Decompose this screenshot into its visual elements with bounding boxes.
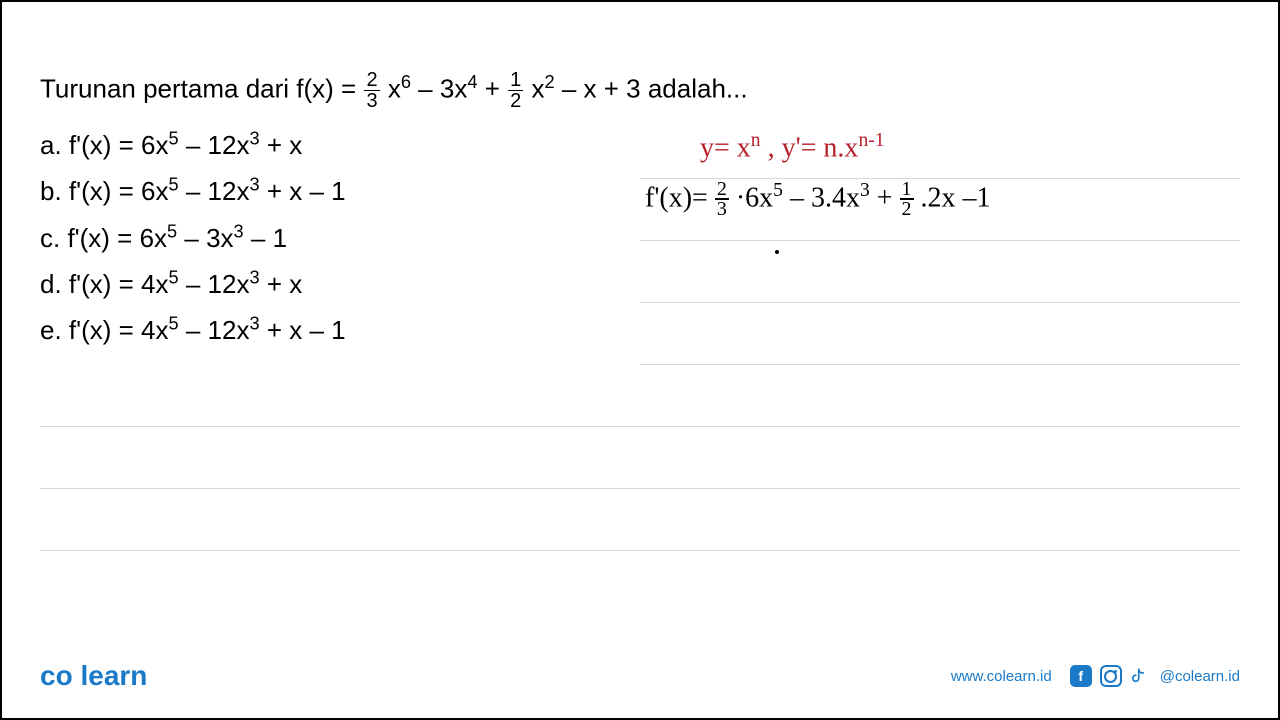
tiktok-icon xyxy=(1130,665,1152,687)
guide-line xyxy=(40,488,1240,489)
brand-logo: co learn xyxy=(40,660,147,692)
option-b: b. f'(x) = 6x5 – 12x3 + x – 1 xyxy=(40,169,1240,213)
hw-frac-1: 2 3 xyxy=(715,180,729,220)
guide-line xyxy=(40,426,1240,427)
instagram-icon xyxy=(1100,665,1122,687)
footer: co learn www.colearn.id f @colearn.id xyxy=(40,660,1240,692)
guide-line xyxy=(640,178,1240,179)
option-a: a. f'(x) = 6x5 – 12x3 + x xyxy=(40,123,1240,167)
option-c: c. f'(x) = 6x5 – 3x3 – 1 xyxy=(40,216,1240,260)
hw-frac-2: 1 2 xyxy=(900,180,914,220)
handwritten-working: f'(x)= 2 3 ·6x5 – 3.4x3 + 1 2 .2x –1 xyxy=(645,180,991,220)
q-frac-2: 1 2 xyxy=(508,70,523,111)
q-frac-1: 2 3 xyxy=(364,70,379,111)
guide-line xyxy=(40,550,1240,551)
handwritten-rule: y= xn , y'= n.xn-1 xyxy=(700,130,885,164)
ink-dot xyxy=(775,250,779,254)
facebook-icon: f xyxy=(1070,665,1092,687)
q-prefix: Turunan pertama dari f(x) = xyxy=(40,74,363,104)
footer-url: www.colearn.id xyxy=(951,668,1052,685)
social-icons: f @colearn.id xyxy=(1070,665,1240,687)
content-area: Turunan pertama dari f(x) = 2 3 x6 – 3x4… xyxy=(40,70,1240,354)
answer-options: a. f'(x) = 6x5 – 12x3 + x b. f'(x) = 6x5… xyxy=(40,123,1240,352)
guide-line xyxy=(640,302,1240,303)
q-suffix: – x + 3 adalah... xyxy=(562,74,748,104)
option-e: e. f'(x) = 4x5 – 12x3 + x – 1 xyxy=(40,308,1240,352)
guide-line xyxy=(640,364,1240,365)
guide-line xyxy=(640,240,1240,241)
option-d: d. f'(x) = 4x5 – 12x3 + x xyxy=(40,262,1240,306)
question-text: Turunan pertama dari f(x) = 2 3 x6 – 3x4… xyxy=(40,70,1240,111)
footer-right: www.colearn.id f @colearn.id xyxy=(951,665,1240,687)
social-handle: @colearn.id xyxy=(1160,668,1240,685)
